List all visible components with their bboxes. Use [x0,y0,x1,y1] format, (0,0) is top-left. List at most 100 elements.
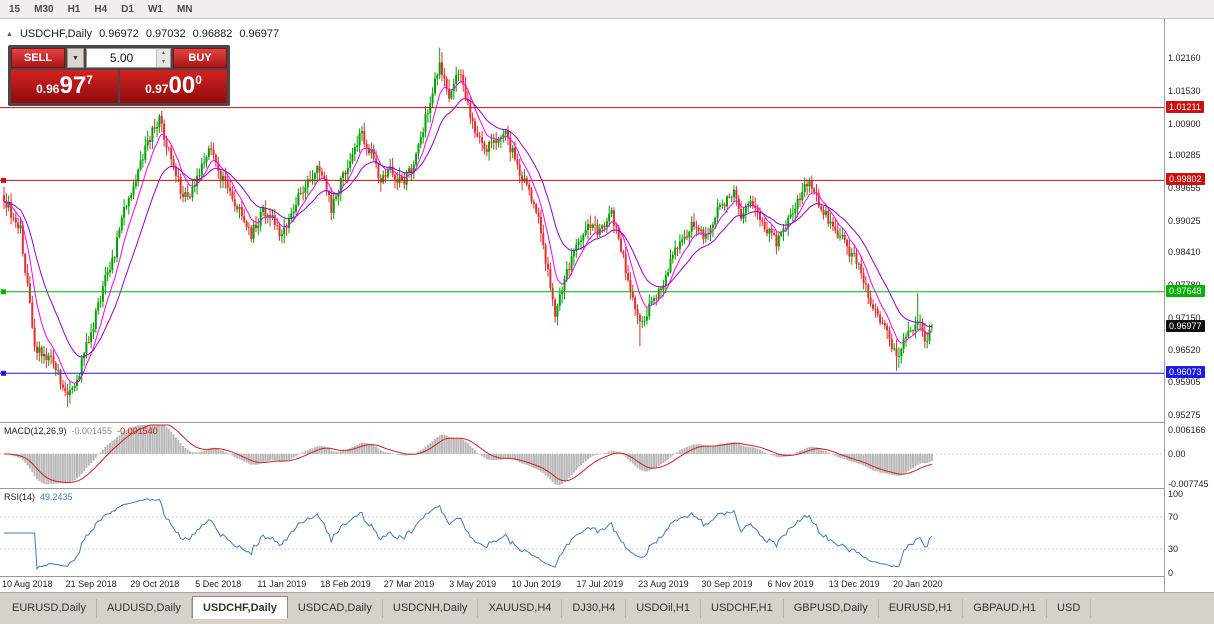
volume-value[interactable]: 5.00 [109,51,134,65]
panel-separator[interactable] [0,488,1214,489]
rsi-label: RSI(14) 49.2435 [4,492,73,502]
chart-tab[interactable]: USDCNH,Daily [383,599,479,618]
chart-tab[interactable]: DJ30,H4 [562,599,627,618]
date-label: 29 Oct 2018 [130,579,180,589]
hline-price-tag[interactable]: 1.01211 [1166,100,1204,113]
sell-price-sup: 7 [86,73,93,87]
volume-field[interactable]: 5.00 ▲ ▼ [86,48,171,68]
one-click-trading-panel: SELL ▼ 5.00 ▲ ▼ BUY 0.96 97 7 [8,45,230,106]
date-label: 30 Sep 2019 [701,579,753,589]
timeframe-button[interactable]: M30 [27,2,60,17]
macd-axis: 0.006166 0.00 -0.007745 [1165,423,1214,489]
date-label: 13 Dec 2019 [828,579,880,589]
rsi-name: RSI(14) [4,492,36,502]
chart-tab[interactable]: USDCHF,Daily [191,596,288,619]
hline-price-tag[interactable]: 0.96073 [1166,366,1205,379]
chart-tab[interactable]: GBPAUD,H1 [963,599,1048,618]
timeframe-button[interactable]: D1 [114,2,141,17]
macd-signal-value: -0.001540 [117,426,158,436]
line-handle[interactable] [1,177,6,183]
ohlc-open: 0.96972 [99,28,139,40]
macd-axis-label: -0.007745 [1168,479,1209,489]
macd-main-value: -0.001455 [71,426,113,436]
chart-tab[interactable]: EURUSD,Daily [2,599,97,618]
chart-tab[interactable]: USDCHF,H1 [701,599,784,618]
line-handle[interactable] [1,289,6,295]
date-label: 11 Jan 2019 [257,579,307,589]
rsi-axis-label: 70 [1168,512,1179,522]
buy-price-sup: 0 [195,73,202,87]
price-axis-column: 1.02160 1.01530 1.00900 1.00285 0.99655 0.990… [1164,19,1214,592]
macd-axis-label: 0.006166 [1168,425,1206,435]
buy-price-big: 00 [168,72,196,99]
ohlc-high: 0.97032 [145,28,186,40]
chart-tab[interactable]: XAUUSD,H4 [478,599,563,618]
buy-price-main: 0.97 [145,82,169,96]
macd-name: MACD(12,26,9) [4,426,67,436]
chart-tab[interactable]: GBPUSD,Daily [784,599,879,618]
price-axis-label: 0.99025 [1168,215,1201,226]
candlestick-chart [0,47,1164,407]
timeframe-button[interactable]: MN [170,2,200,17]
stepper-up-icon[interactable]: ▲ [157,49,170,58]
chart-tabs-bar: EURUSD,Daily AUDUSD,Daily USDCHF,Daily USDC… [0,592,1214,624]
timeframe-toolbar: 15 M30 H1 H4 D1 W1 MN [0,0,1214,19]
sell-button[interactable]: SELL [11,48,65,68]
date-label: 10 Jun 2019 [511,579,561,589]
collapse-arrow-icon[interactable]: ▲ [6,30,13,38]
timeframe-button[interactable]: H1 [61,2,88,17]
chart-tab[interactable]: USDOil,H1 [626,599,701,618]
panel-separator[interactable] [0,422,1214,423]
date-label: 18 Feb 2019 [320,579,371,589]
chart-title: ▲ USDCHF,Daily 0.96972 0.97032 0.96882 0… [6,28,279,40]
line-handle[interactable] [1,370,6,376]
price-axis-label: 1.00900 [1168,118,1201,129]
sell-price-big: 97 [59,72,87,99]
date-label: 10 Aug 2018 [2,579,53,589]
hline-price-tag[interactable]: 0.99802 [1166,173,1205,186]
price-axis-label: 0.95905 [1168,376,1201,387]
time-axis: 10 Aug 2018 21 Sep 2018 29 Oct 2018 5 Dec 2… [0,577,1164,592]
sell-price-box[interactable]: 0.96 97 7 [11,70,118,103]
price-axis-label: 0.99655 [1168,183,1201,194]
buy-button[interactable]: BUY [173,48,227,68]
chevron-down-icon: ▼ [72,54,79,62]
volume-dropdown-button[interactable]: ▼ [67,48,84,68]
rsi-axis-label: 100 [1168,489,1184,499]
date-label: 5 Dec 2018 [195,579,242,589]
date-label: 3 May 2019 [449,579,497,589]
stepper-down-icon[interactable]: ▼ [157,58,170,67]
current-price-tag: 0.96977 [1166,319,1205,332]
rsi-axis-label: 0 [1168,568,1174,578]
rsi-axis: 100 70 30 0 [1165,489,1214,578]
date-label: 6 Nov 2019 [767,579,814,589]
macd-axis-label: 0.00 [1168,448,1186,459]
price-axis-label: 0.98410 [1168,247,1201,258]
volume-stepper: ▲ ▼ [156,49,170,67]
panel-separator [0,576,1214,577]
chart-tab[interactable]: AUDUSD,Daily [97,599,192,618]
date-label: 23 Aug 2019 [638,579,689,589]
macd-chart [0,424,1164,486]
chart-tab[interactable]: USD [1047,599,1092,618]
rsi-value: 49.2435 [40,492,73,502]
price-axis-label: 0.96520 [1168,345,1201,356]
date-label: 21 Sep 2018 [65,579,117,589]
chart-tab[interactable]: EURUSD,H1 [879,599,964,618]
timeframe-button[interactable]: 15 [2,2,27,17]
ohlc-close: 0.96977 [239,28,280,40]
price-axis-label: 1.01530 [1168,86,1201,97]
hline-price-tag[interactable]: 0.97648 [1166,284,1205,297]
buy-price-box[interactable]: 0.97 00 0 [120,70,227,103]
price-axis-label: 1.00285 [1168,150,1201,161]
timeframe-button[interactable]: H4 [87,2,114,17]
price-axis-label: 0.97150 [1168,312,1201,323]
rsi-chart [0,498,1164,570]
timeframe-button[interactable]: W1 [141,2,170,17]
date-label: 20 Jan 2020 [892,579,943,589]
price-axis-label: 1.02160 [1168,53,1201,64]
chart-tab[interactable]: USDCAD,Daily [288,599,383,618]
ohlc-low: 0.96882 [192,28,233,40]
chart-symbol: USDCHF,Daily [19,28,93,40]
